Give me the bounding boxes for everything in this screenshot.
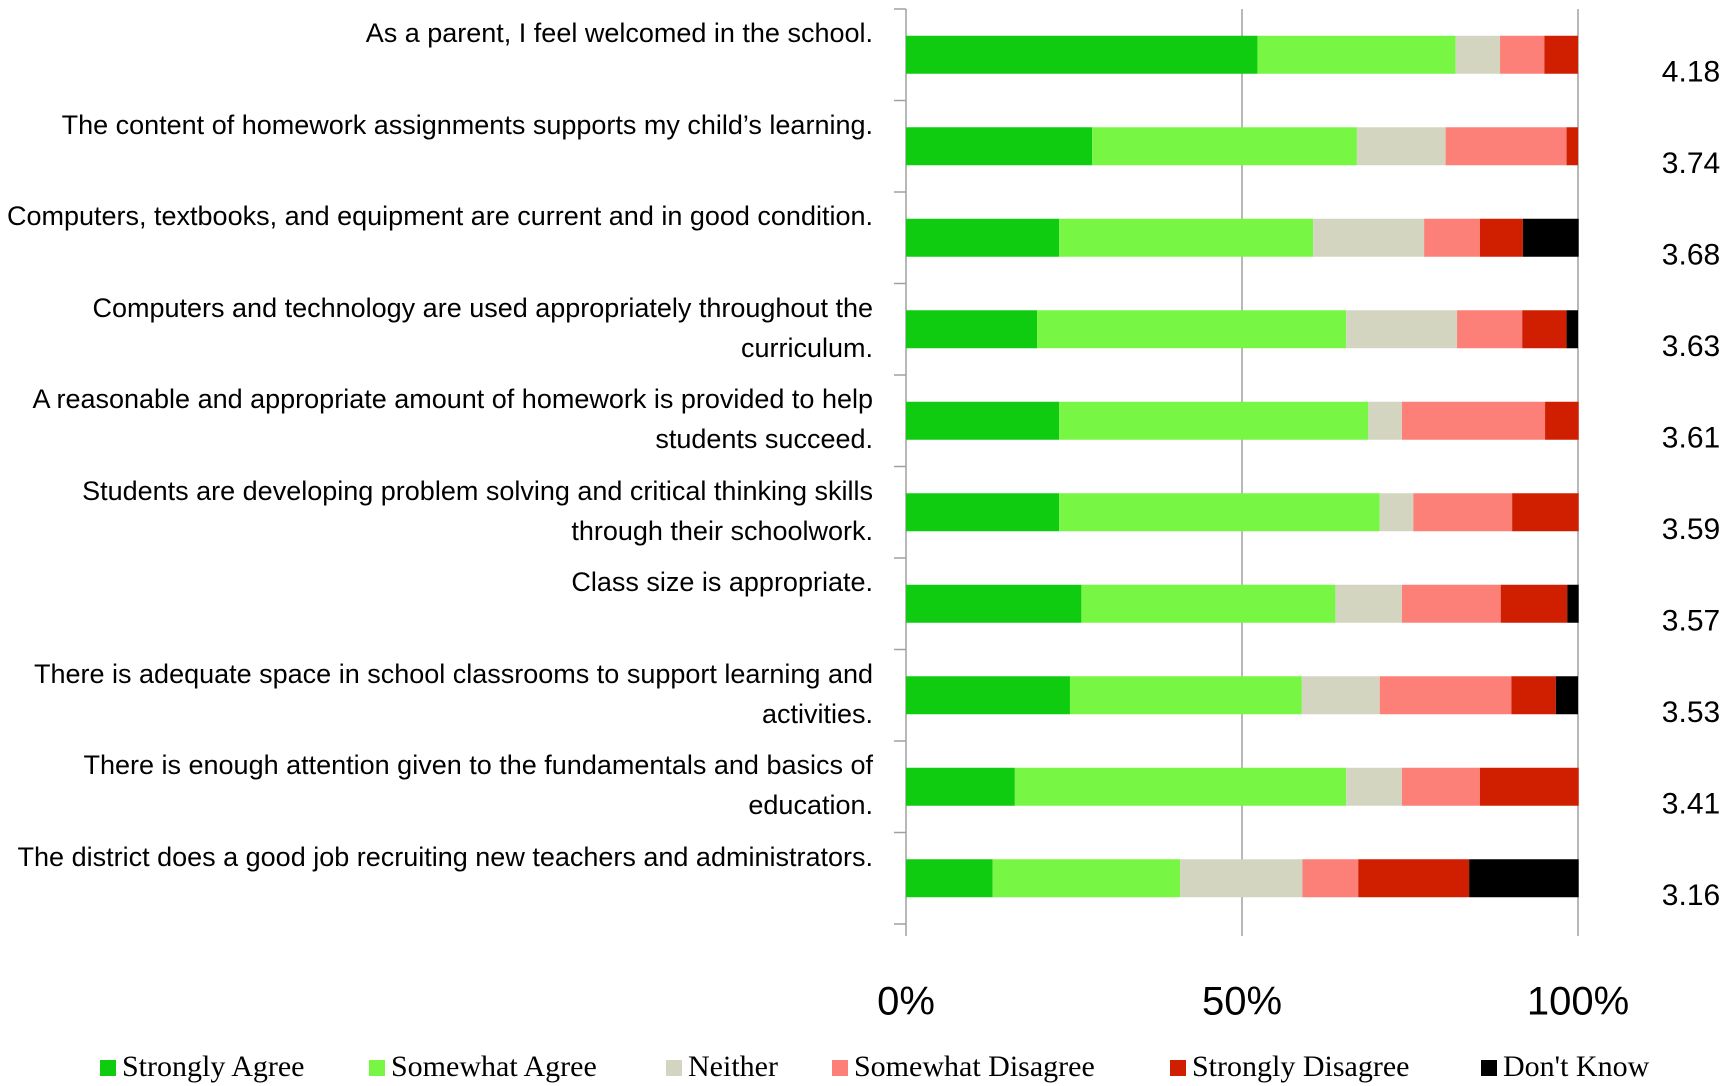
mean-label: 3.41 — [1662, 788, 1720, 821]
mean-label: 3.53 — [1662, 696, 1720, 729]
legend-label: Neither — [688, 1050, 778, 1083]
bar-segment — [1081, 584, 1336, 623]
bar-segment — [1059, 493, 1380, 532]
category-label: Class size is appropriate. — [571, 567, 873, 597]
bar-segment — [906, 35, 1258, 74]
category-label: Computers and technology are used approp… — [92, 292, 873, 363]
bar-segment — [1346, 310, 1458, 349]
mean-label: 4.18 — [1662, 56, 1720, 89]
bar-segment — [992, 859, 1181, 898]
bar-segment — [1455, 35, 1501, 74]
bar-segment — [1424, 218, 1480, 257]
bar-segment — [1401, 401, 1546, 440]
bar-segment — [1059, 401, 1369, 440]
legend-swatch — [1481, 1060, 1497, 1076]
bar-segment — [1522, 218, 1579, 257]
bar-segment — [1257, 35, 1456, 74]
bar-segment — [1567, 584, 1579, 623]
category-label: The content of homework assignments supp… — [61, 109, 873, 140]
bar-segment — [1356, 127, 1446, 166]
bar-segment — [1522, 310, 1567, 349]
bar-segment — [1544, 35, 1578, 74]
mean-label: 3.61 — [1662, 422, 1720, 455]
category-label: There is adequate space in school classr… — [34, 658, 873, 729]
bar-segment — [906, 676, 1070, 715]
legend-swatch — [666, 1060, 682, 1076]
bar-segment — [1545, 401, 1579, 440]
mean-label: 3.59 — [1662, 513, 1720, 546]
legend-swatch — [100, 1060, 116, 1076]
category-label: As a parent, I feel welcomed in the scho… — [365, 18, 873, 48]
mean-label: 3.16 — [1662, 879, 1720, 912]
legend-label: Somewhat Agree — [391, 1050, 597, 1083]
bar-segment — [1401, 767, 1480, 806]
bar-segment — [1512, 493, 1579, 532]
category-label: A reasonable and appropriate amount of h… — [32, 384, 873, 454]
bar-segment — [1500, 35, 1545, 74]
bar-segment — [906, 218, 1060, 257]
bar-segment — [906, 767, 1015, 806]
bar-segment — [1014, 767, 1347, 806]
bar-segment — [1358, 859, 1470, 898]
mean-label: 3.57 — [1662, 605, 1720, 638]
legend-label: Strongly Disagree — [1192, 1050, 1409, 1083]
bar-segment — [1037, 310, 1347, 349]
mean-label: 3.68 — [1662, 239, 1720, 272]
bar-segment — [906, 584, 1082, 623]
bar-segment — [906, 310, 1038, 349]
bar-segment — [1401, 584, 1501, 623]
bar-segment — [906, 127, 1093, 166]
legend-label: Somewhat Disagree — [854, 1050, 1095, 1083]
bar-segment — [906, 859, 993, 898]
bar-segment — [1379, 493, 1414, 532]
bar-segment — [1092, 127, 1357, 166]
x-tick-label: 50% — [1202, 980, 1282, 1024]
category-label: Computers, textbooks, and equipment are … — [6, 201, 873, 231]
legend-swatch — [1170, 1060, 1186, 1076]
bar-segment — [1479, 767, 1579, 806]
bar-segment — [1413, 493, 1513, 532]
category-label: The district does a good job recruiting … — [17, 841, 873, 872]
mean-label: 3.74 — [1662, 147, 1720, 180]
bar-segment — [1457, 310, 1523, 349]
legend-swatch — [369, 1060, 385, 1076]
bar-segment — [1445, 127, 1567, 166]
bar-segment — [1566, 127, 1578, 166]
bar-segment — [906, 401, 1060, 440]
legend-swatch — [832, 1060, 848, 1076]
bar-segment — [1368, 401, 1402, 440]
bar-segment — [1500, 584, 1568, 623]
bar-segment — [1479, 218, 1523, 257]
bar-segment — [1379, 676, 1512, 715]
bar-segment — [1059, 218, 1314, 257]
bar-segment — [1302, 859, 1359, 898]
bar-segment — [1313, 218, 1425, 257]
legend-label: Don't Know — [1503, 1050, 1650, 1083]
bar-segment — [1555, 676, 1578, 715]
mean-label: 3.63 — [1662, 330, 1720, 363]
bar-segment — [906, 493, 1060, 532]
category-label: There is enough attention given to the f… — [83, 750, 873, 820]
bar-segment — [1469, 859, 1579, 898]
category-label: Students are developing problem solving … — [82, 475, 873, 546]
bar-segment — [1335, 584, 1402, 623]
bar-segment — [1069, 676, 1302, 715]
legend-label: Strongly Agree — [122, 1050, 304, 1083]
x-tick-label: 100% — [1527, 980, 1629, 1024]
bar-segment — [1566, 310, 1578, 349]
bar-segment — [1346, 767, 1402, 806]
bar-segment — [1511, 676, 1556, 715]
bar-segment — [1301, 676, 1380, 715]
bar-segment — [1180, 859, 1303, 898]
x-tick-label: 0% — [877, 980, 935, 1024]
